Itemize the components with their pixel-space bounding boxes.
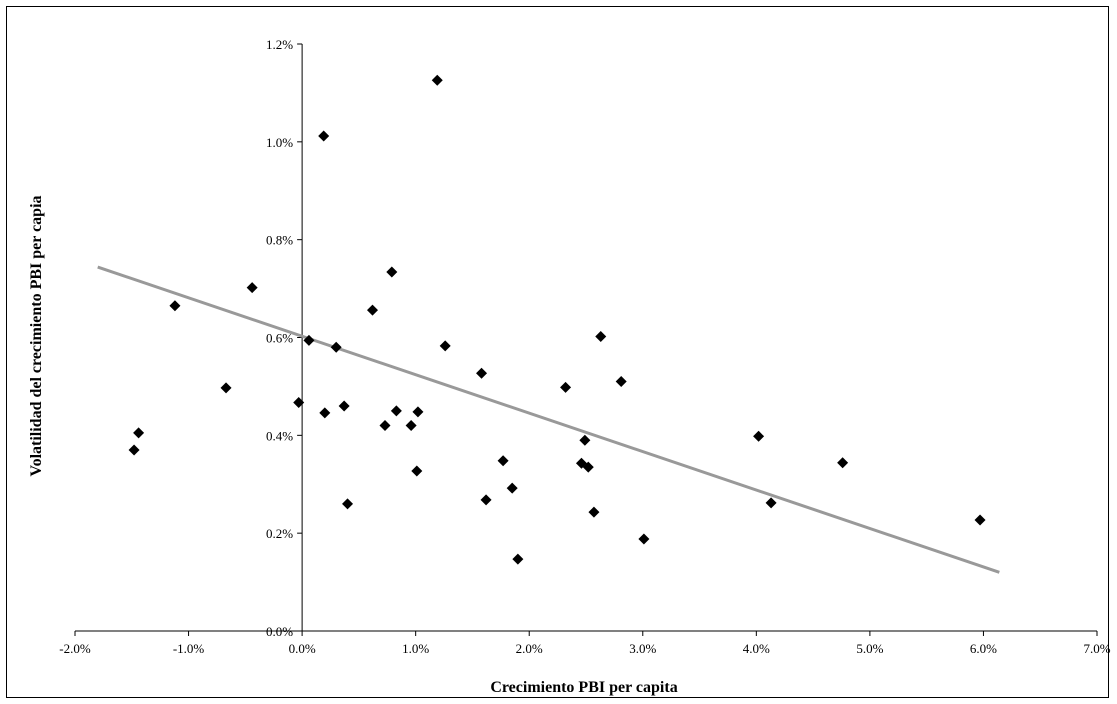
data-point [579, 435, 590, 446]
data-point [476, 368, 487, 379]
data-point [498, 455, 509, 466]
x-tick-label: 0.0% [289, 641, 316, 656]
data-point [766, 497, 777, 508]
y-axis-title: Volatilidad del crecimiento PBI per capi… [28, 195, 45, 476]
y-tick-label: 0.8% [266, 233, 293, 248]
data-point [411, 466, 422, 477]
data-point [331, 342, 342, 353]
data-point [616, 376, 627, 387]
data-point [247, 282, 258, 293]
data-point [595, 331, 606, 342]
data-point [339, 400, 350, 411]
data-point [837, 457, 848, 468]
data-point [753, 431, 764, 442]
data-point [975, 514, 986, 525]
x-tick-label: -1.0% [173, 641, 205, 656]
trendline [98, 267, 1000, 572]
data-point [440, 340, 451, 351]
trendline-layer [98, 267, 1000, 572]
x-tick-label: 6.0% [970, 641, 997, 656]
y-tick-label: 0.0% [266, 624, 293, 639]
data-point [406, 420, 417, 431]
x-tick-label: 4.0% [743, 641, 770, 656]
x-tick-label: 3.0% [629, 641, 656, 656]
data-point [221, 382, 232, 393]
x-tick-label: 1.0% [402, 641, 429, 656]
y-tick-label: 0.2% [266, 526, 293, 541]
x-tick-label: -2.0% [59, 641, 91, 656]
data-point [412, 406, 423, 417]
data-point [342, 498, 353, 509]
data-point [133, 427, 144, 438]
data-point [432, 75, 443, 86]
x-axis-title: Crecimiento PBI per capita [490, 679, 677, 696]
data-point [638, 534, 649, 545]
data-point [386, 266, 397, 277]
data-point [588, 507, 599, 518]
data-point [512, 554, 523, 565]
x-tick-label: 7.0% [1083, 641, 1110, 656]
x-tick-label: 2.0% [516, 641, 543, 656]
y-tick-label: 1.2% [266, 37, 293, 52]
data-point [318, 130, 329, 141]
data-point [391, 405, 402, 416]
data-point [367, 305, 378, 316]
data-point [380, 420, 391, 431]
axes: -2.0% -1.0% 0.0% 1.0% 2.0% 3.0% 4.0% 5.0% 6.0% 7.… [59, 37, 1110, 656]
data-point [507, 483, 518, 494]
y-tick-label: 0.4% [266, 428, 293, 443]
data-point [481, 494, 492, 505]
x-tick-label: 5.0% [856, 641, 883, 656]
data-point [560, 382, 571, 393]
y-tick-label: 1.0% [266, 135, 293, 150]
data-point [319, 407, 330, 418]
data-point [169, 300, 180, 311]
data-point [129, 445, 140, 456]
